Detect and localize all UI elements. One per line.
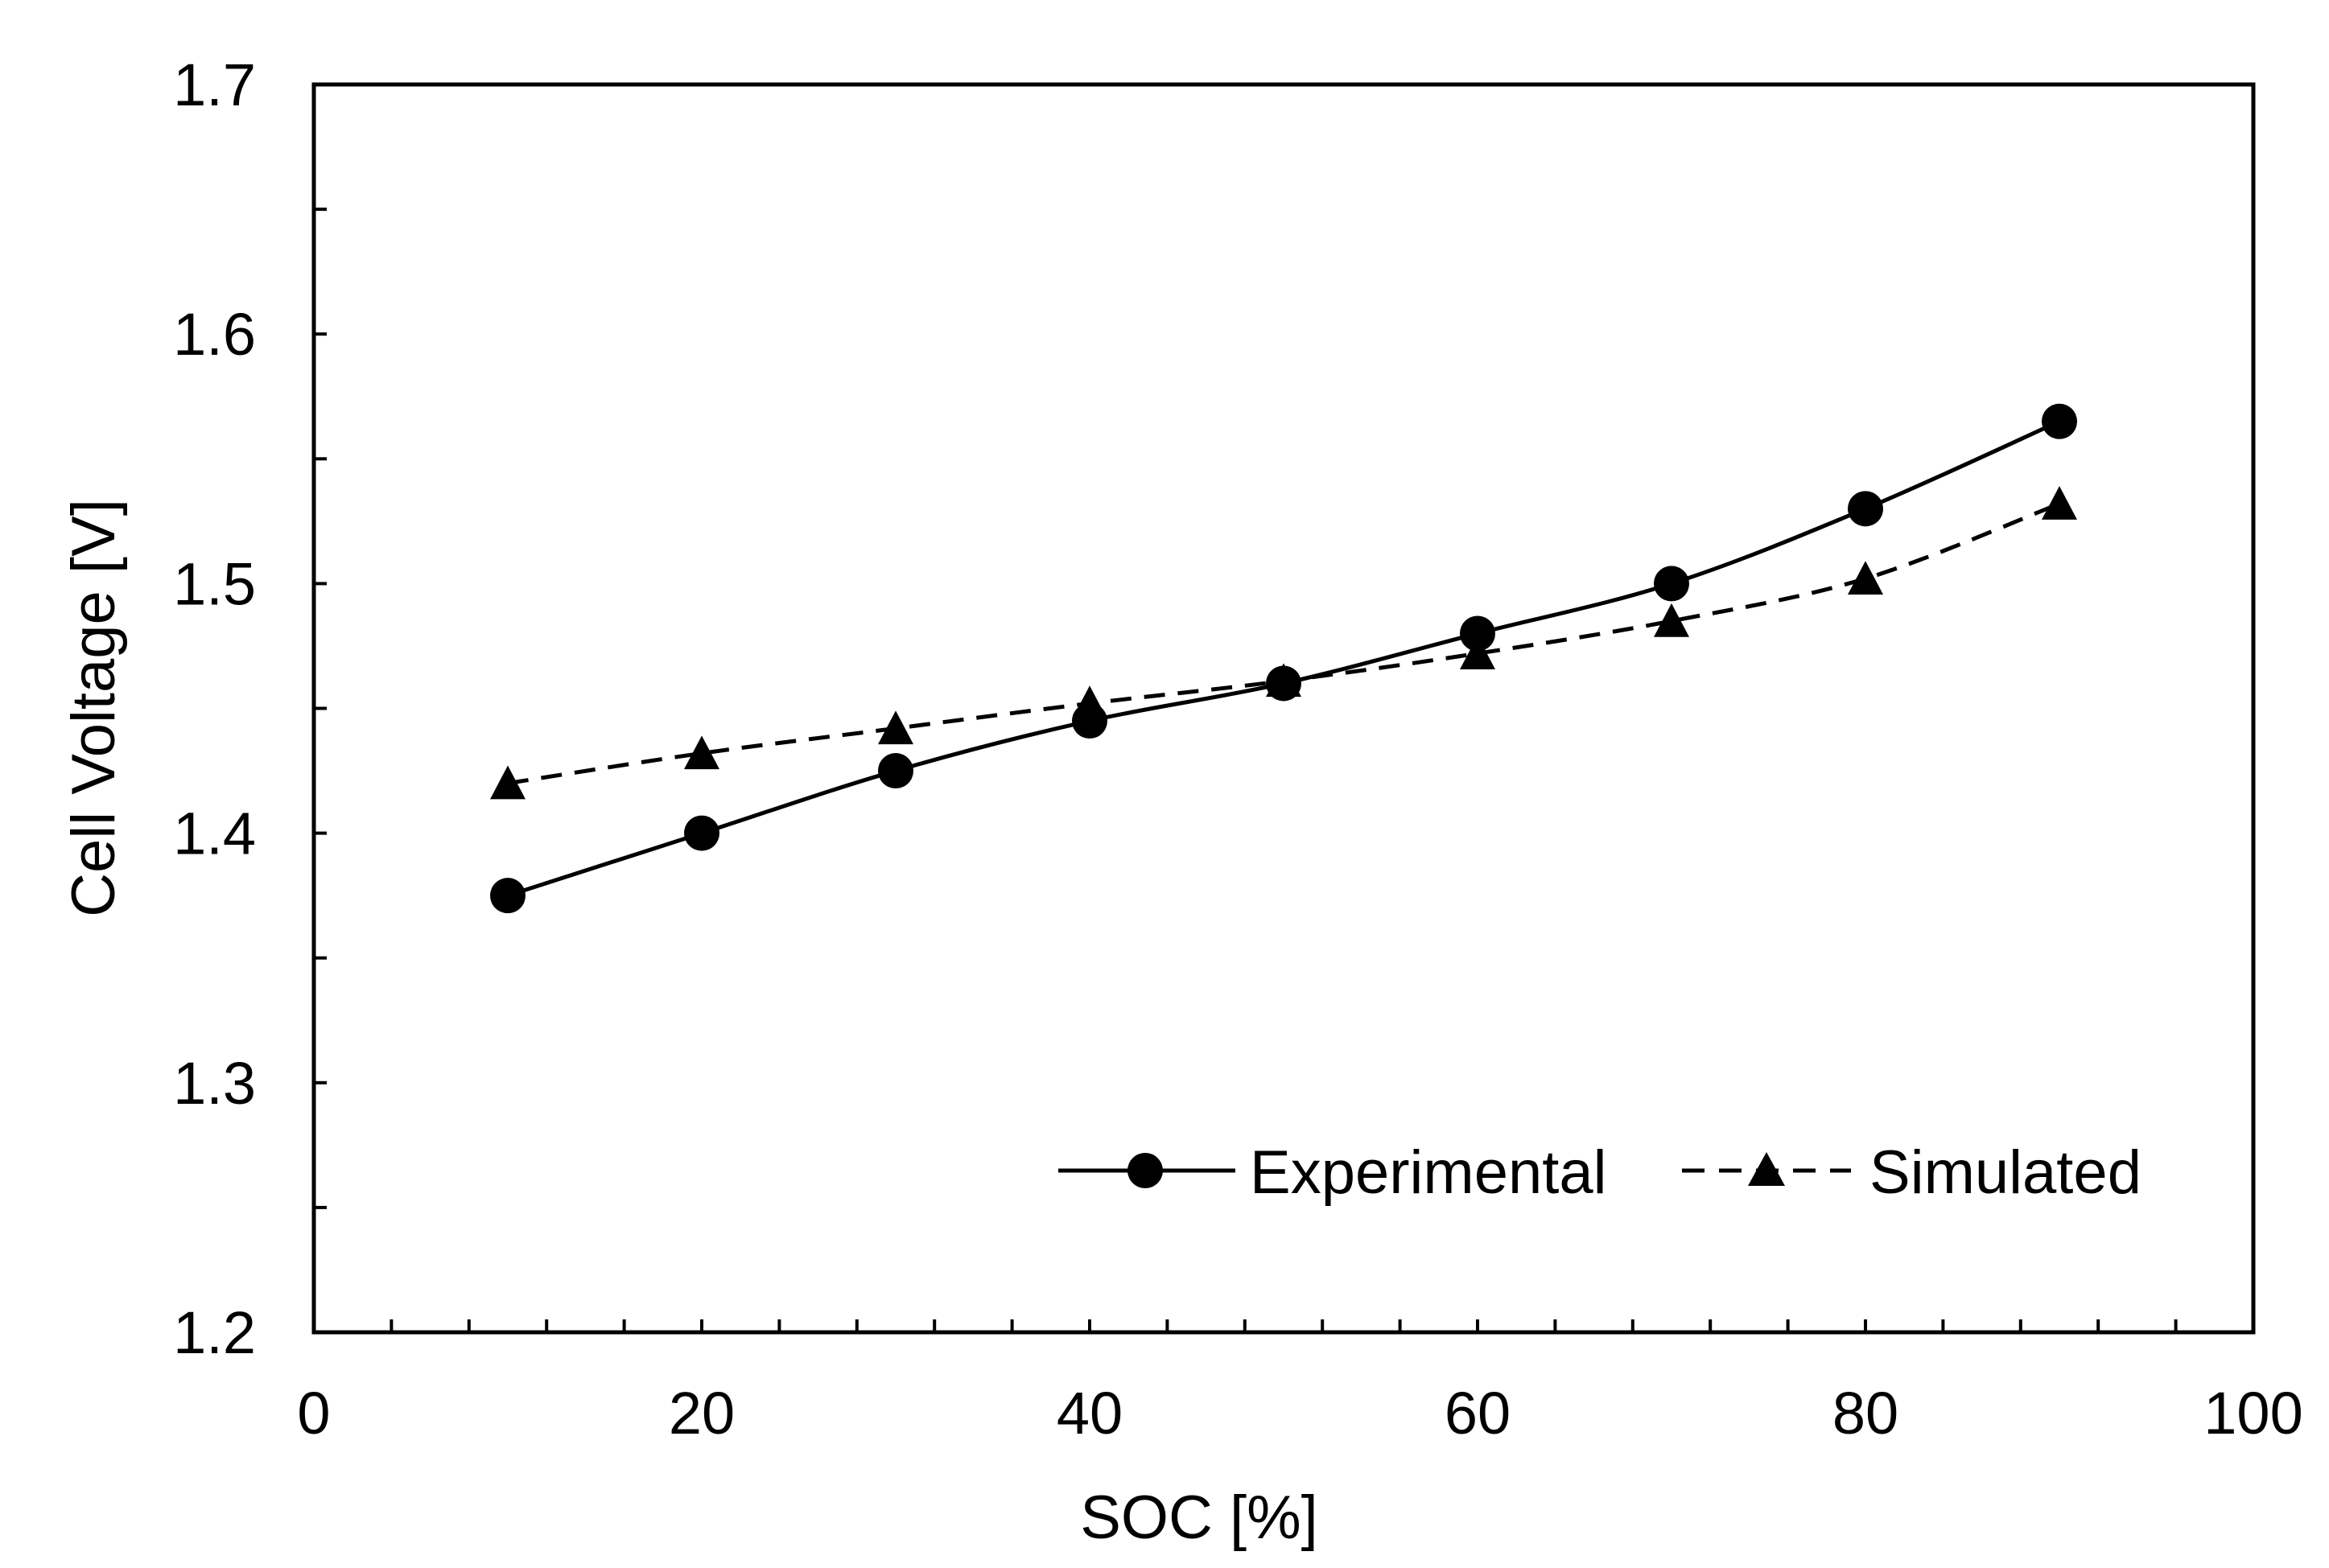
tick-labels: 0 20 40 60 80 100 1.2 1.3 1.4 1.5 1.6 1.7 (173, 51, 2303, 1447)
simulated-point (1848, 561, 1883, 595)
y-tick-label: 1.7 (173, 51, 256, 118)
simulated-point (684, 735, 719, 770)
experimental-point (1848, 491, 1883, 527)
simulated-line (507, 501, 2060, 786)
simulated-point (1266, 663, 1301, 698)
simulated-point (1654, 603, 1689, 637)
x-axis-title: SOC [%] (1080, 1484, 1318, 1552)
experimental-point (1460, 615, 1495, 652)
simulated-point (1460, 636, 1495, 670)
x-tick-label: 60 (1445, 1380, 1511, 1447)
simulated-point (2042, 486, 2077, 520)
x-tick-label: 80 (1832, 1380, 1898, 1447)
x-tick-label: 20 (669, 1380, 735, 1447)
experimental-point (2042, 403, 2077, 439)
minor-ticks (314, 208, 2178, 1332)
experimental-line (507, 419, 2061, 898)
y-tick-label: 1.5 (173, 550, 256, 617)
y-tick-label: 1.3 (173, 1050, 256, 1117)
x-tick-label: 0 (297, 1380, 330, 1447)
y-tick-label: 1.4 (173, 800, 256, 867)
legend-experimental-label: Experimental (1250, 1138, 1607, 1207)
experimental-point (1654, 566, 1689, 602)
y-axis-title: Cell Voltage [V] (60, 499, 128, 917)
simulated-point (1072, 685, 1107, 720)
experimental-point (490, 878, 526, 914)
legend-simulated-marker (1748, 1152, 1785, 1186)
x-tick-label: 100 (2203, 1380, 2302, 1447)
y-tick-label: 1.2 (173, 1299, 256, 1366)
experimental-point (878, 753, 913, 789)
x-tick-label: 40 (1057, 1380, 1123, 1447)
simulated-point (878, 710, 913, 745)
experimental-point (684, 815, 719, 851)
simulated-point (490, 765, 526, 800)
series-layer (490, 403, 2077, 914)
legend: Experimental Simulated (1058, 1138, 2141, 1207)
legend-experimental-marker (1127, 1153, 1163, 1188)
legend-simulated-label: Simulated (1869, 1138, 2141, 1207)
y-tick-label: 1.6 (173, 301, 256, 368)
